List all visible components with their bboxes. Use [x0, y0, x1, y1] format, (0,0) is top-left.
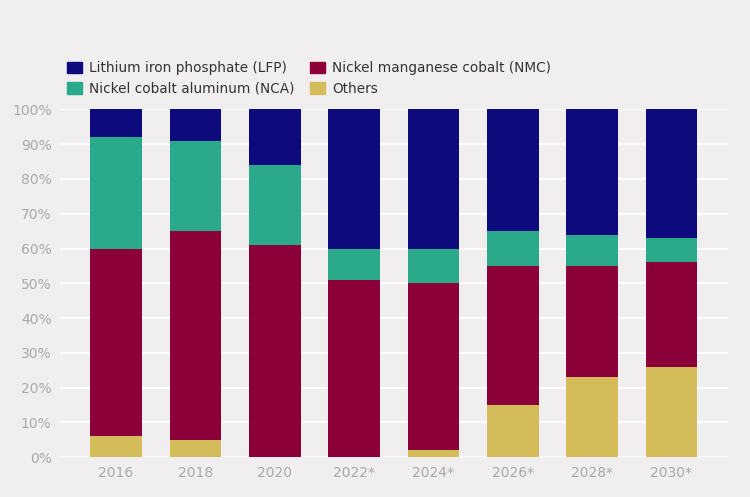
- Bar: [90, 109, 142, 137]
- Bar: [90, 137, 142, 248]
- Bar: [249, 109, 301, 165]
- Bar: [408, 109, 459, 249]
- Bar: [646, 262, 698, 367]
- Bar: [170, 231, 221, 440]
- Bar: [646, 367, 698, 457]
- Bar: [90, 248, 142, 436]
- Bar: [170, 141, 221, 231]
- Bar: [408, 248, 459, 283]
- Legend: Lithium iron phosphate (LFP), Nickel cobalt aluminum (NCA), Nickel manganese cob: Lithium iron phosphate (LFP), Nickel cob…: [67, 62, 551, 95]
- Bar: [408, 450, 459, 457]
- Bar: [566, 109, 618, 235]
- Bar: [328, 109, 380, 249]
- Bar: [170, 109, 221, 141]
- Bar: [487, 231, 538, 266]
- Bar: [249, 245, 301, 457]
- Bar: [90, 436, 142, 457]
- Bar: [170, 440, 221, 457]
- Bar: [646, 109, 698, 238]
- Bar: [566, 235, 618, 266]
- Bar: [487, 405, 538, 457]
- Bar: [408, 283, 459, 450]
- Bar: [566, 377, 618, 457]
- Bar: [328, 280, 380, 457]
- Bar: [487, 109, 538, 231]
- Bar: [328, 248, 380, 280]
- Bar: [566, 266, 618, 377]
- Bar: [646, 238, 698, 262]
- Bar: [249, 165, 301, 245]
- Bar: [487, 266, 538, 405]
